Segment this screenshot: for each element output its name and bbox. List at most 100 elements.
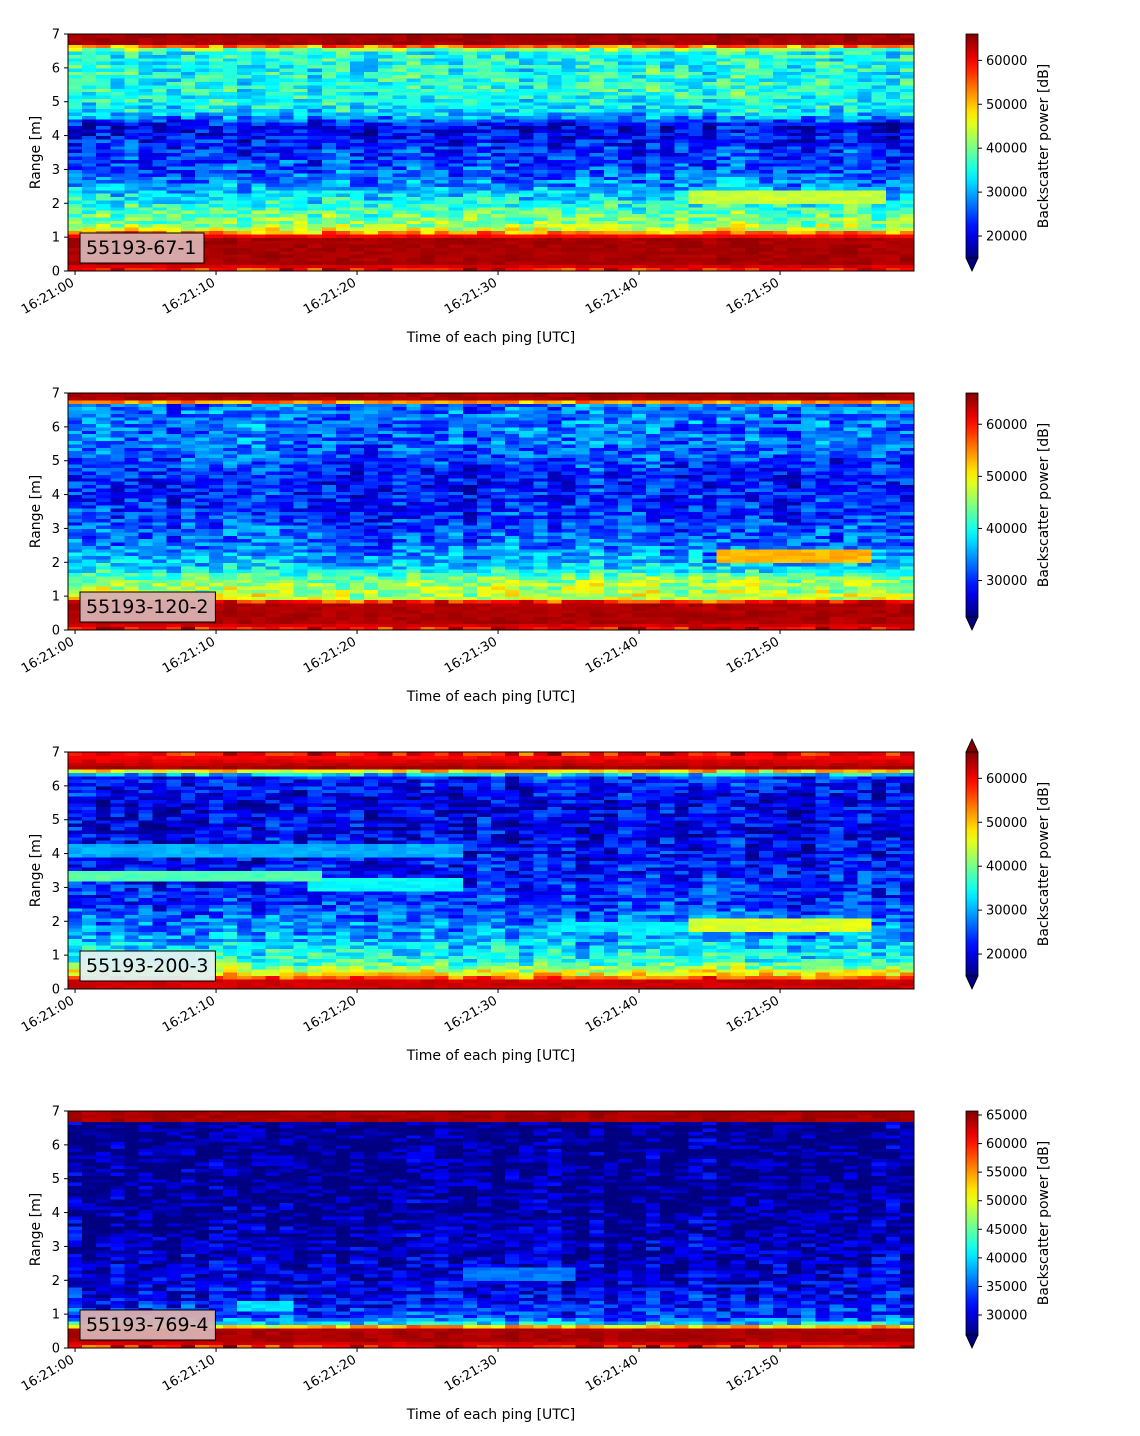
- heatmap-cell: [223, 216, 238, 221]
- heatmap-cell: [251, 101, 266, 106]
- heatmap-cell: [350, 220, 365, 225]
- heatmap-cell: [617, 108, 633, 113]
- heatmap-cell: [350, 223, 365, 228]
- heatmap-cell: [462, 223, 478, 228]
- heatmap-cell: [829, 118, 845, 123]
- heatmap-cell: [68, 501, 83, 506]
- heatmap-cell: [787, 206, 802, 211]
- heatmap-cell: [110, 579, 125, 584]
- heatmap-cell: [68, 447, 83, 452]
- heatmap-cell: [364, 166, 379, 171]
- heatmap-cell: [293, 111, 309, 116]
- heatmap-cell: [476, 240, 492, 245]
- heatmap-cell: [843, 105, 859, 110]
- heatmap-cell: [603, 240, 619, 245]
- heatmap-cell: [603, 257, 619, 262]
- heatmap-cell: [617, 81, 633, 86]
- heatmap-cell: [265, 223, 281, 228]
- heatmap-cell: [194, 467, 210, 472]
- heatmap-cell: [787, 98, 802, 103]
- heatmap-cell: [68, 511, 83, 516]
- heatmap-cell: [829, 54, 845, 59]
- heatmap-cell: [124, 497, 140, 502]
- heatmap-cell: [279, 81, 295, 86]
- y-tick-label: 0: [52, 265, 60, 280]
- heatmap-cell: [138, 37, 154, 42]
- heatmap-cell: [378, 132, 393, 137]
- heatmap-cell: [758, 71, 774, 76]
- heatmap-cell: [223, 105, 238, 110]
- heatmap-cell: [787, 182, 802, 187]
- heatmap-cell: [829, 84, 845, 89]
- heatmap-cell: [265, 210, 281, 215]
- heatmap-cell: [617, 169, 633, 174]
- heatmap-cell: [180, 453, 196, 458]
- heatmap-cell: [773, 115, 788, 120]
- heatmap-cell: [632, 111, 647, 116]
- heatmap-cell: [660, 226, 675, 231]
- heatmap-cell: [251, 260, 266, 265]
- heatmap-cell: [674, 108, 689, 113]
- heatmap-cell: [209, 152, 224, 157]
- heatmap-cell: [716, 169, 732, 174]
- heatmap-cell: [434, 47, 450, 52]
- heatmap-cell: [899, 34, 915, 38]
- heatmap-cell: [152, 223, 168, 228]
- heatmap-cell: [209, 264, 224, 269]
- heatmap-cell: [702, 203, 718, 208]
- heatmap-cell: [702, 108, 718, 113]
- heatmap-cell: [110, 437, 125, 441]
- heatmap-cell: [491, 247, 506, 252]
- heatmap-cell: [857, 182, 873, 187]
- heatmap-cell: [110, 541, 125, 546]
- heatmap-cell: [801, 142, 816, 147]
- heatmap-cell: [307, 155, 323, 160]
- heatmap-cell: [730, 257, 746, 262]
- heatmap-cell: [773, 237, 788, 242]
- heatmap-cell: [335, 213, 351, 218]
- heatmap-cell: [307, 240, 323, 245]
- heatmap-cell: [124, 172, 140, 177]
- heatmap-cell: [758, 111, 774, 116]
- heatmap-cell: [392, 74, 407, 79]
- heatmap-cell: [180, 172, 196, 177]
- heatmap-cell: [702, 94, 718, 99]
- heatmap-cell: [815, 206, 830, 211]
- heatmap-cell: [251, 44, 266, 49]
- heatmap-cell: [448, 240, 464, 245]
- heatmap-cell: [646, 108, 661, 113]
- heatmap-cell: [82, 264, 97, 269]
- heatmap-cell: [265, 47, 281, 52]
- heatmap-cell: [124, 437, 140, 441]
- heatmap-cell: [476, 61, 492, 66]
- heatmap-cell: [194, 420, 210, 425]
- heatmap-cell: [674, 105, 689, 110]
- heatmap-cell: [744, 159, 760, 164]
- heatmap-cell: [138, 81, 154, 86]
- heatmap-cell: [124, 162, 140, 167]
- heatmap-cell: [209, 267, 224, 272]
- heatmap-cell: [180, 179, 196, 184]
- heatmap-cell: [180, 447, 196, 452]
- heatmap-cell: [307, 226, 323, 231]
- heatmap-cell: [96, 34, 111, 38]
- heatmap-cell: [829, 260, 845, 265]
- heatmap-cell: [885, 223, 901, 228]
- heatmap-cell: [307, 216, 323, 221]
- heatmap-cell: [730, 193, 746, 198]
- heatmap-cell: [744, 216, 760, 221]
- heatmap-cell: [237, 67, 252, 72]
- heatmap-cell: [378, 44, 393, 49]
- heatmap-cell: [899, 44, 915, 49]
- heatmap-cell: [448, 135, 464, 140]
- heatmap-cell: [392, 149, 407, 154]
- heatmap-cell: [843, 98, 859, 103]
- heatmap-cell: [716, 233, 732, 238]
- heatmap-cell: [279, 88, 295, 93]
- heatmap-cell: [857, 172, 873, 177]
- heatmap-cell: [209, 494, 224, 499]
- heatmap-cell: [547, 108, 563, 113]
- heatmap-cell: [68, 393, 83, 397]
- heatmap-cell: [293, 118, 309, 123]
- heatmap-cell: [124, 132, 140, 137]
